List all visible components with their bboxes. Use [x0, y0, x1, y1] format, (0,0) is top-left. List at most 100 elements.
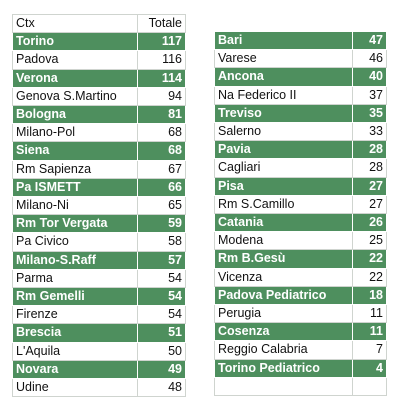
- table-row: Catania 26: [214, 213, 388, 233]
- cell-totale: 51: [136, 323, 187, 343]
- cell-totale: 27: [351, 194, 388, 215]
- table-row: Pa ISMETT 66: [12, 177, 187, 198]
- cell-totale: 114: [136, 68, 187, 88]
- table-row: Rm B.Gesù 22: [214, 249, 388, 269]
- table-row: Pa Civico 58: [12, 232, 187, 252]
- table-row: Vicenza 22: [214, 267, 388, 287]
- cell-empty: [214, 376, 353, 397]
- cell-ctx: Pavia: [214, 140, 353, 160]
- cell-ctx: Milano-S.Raff: [12, 250, 138, 270]
- cell-ctx: Parma: [12, 268, 138, 289]
- table-row: Padova Pediatrico 18: [214, 285, 388, 306]
- table-row: Pavia 28: [214, 140, 388, 160]
- cell-ctx: Pa Civico: [12, 232, 138, 252]
- cell-totale: 46: [351, 49, 388, 69]
- cell-ctx: Rm S.Camillo: [214, 194, 353, 215]
- cell-ctx: Bari: [214, 30, 353, 51]
- cell-totale: 54: [136, 287, 187, 307]
- header-ctx: Ctx: [12, 13, 138, 34]
- table-row: Ancona 40: [214, 67, 388, 87]
- table-row: Verona 114: [12, 68, 187, 88]
- cell-ctx: Torino: [12, 32, 138, 52]
- cell-ctx: Ancona: [214, 67, 353, 87]
- cell-totale: 66: [136, 177, 187, 198]
- cell-ctx: Brescia: [12, 323, 138, 343]
- cell-ctx: Perugia: [214, 304, 353, 324]
- cell-ctx: Siena: [12, 141, 138, 161]
- cell-totale: 22: [351, 249, 388, 269]
- cell-ctx: Cosenza: [214, 322, 353, 342]
- table-row: Siena 68: [12, 141, 187, 161]
- cell-totale: 22: [351, 267, 388, 287]
- table-row: Pisa 27: [214, 176, 388, 196]
- cell-ctx: Rm Tor Vergata: [12, 214, 138, 234]
- cell-ctx: Verona: [12, 68, 138, 88]
- cell-totale: 48: [136, 378, 187, 398]
- table-row: Firenze 54: [12, 305, 187, 325]
- table-row: Torino 117: [12, 32, 187, 52]
- cell-totale: 68: [136, 141, 187, 161]
- table-row: Rm Tor Vergata 59: [12, 214, 187, 234]
- table-row: Reggio Calabria 7: [214, 340, 388, 360]
- cell-totale: 54: [136, 305, 187, 325]
- cell-ctx: Varese: [214, 49, 353, 69]
- cell-ctx: Modena: [214, 231, 353, 251]
- cell-ctx: Novara: [12, 359, 138, 380]
- cell-totale: 33: [351, 122, 388, 142]
- table-row: Perugia 11: [214, 304, 388, 324]
- table-row: Varese 46: [214, 49, 388, 69]
- cell-totale: 37: [351, 85, 388, 105]
- table-body-left: Torino 117 Padova 116 Verona 114 Genova S.Mart…: [12, 32, 187, 398]
- header-totale: Totale: [136, 13, 187, 34]
- cell-ctx: Rm B.Gesù: [214, 249, 353, 269]
- cell-totale: 49: [136, 359, 187, 380]
- cell-totale: 7: [351, 340, 388, 360]
- cell-totale: 11: [351, 322, 388, 342]
- table-row: Cagliari 28: [214, 158, 388, 178]
- table-row: Parma 54: [12, 268, 187, 289]
- cell-ctx: Vicenza: [214, 267, 353, 287]
- table-row: Rm S.Camillo 27: [214, 194, 388, 215]
- cell-totale: 116: [136, 50, 187, 70]
- table-row: Cosenza 11: [214, 322, 388, 342]
- cell-ctx: Na Federico II: [214, 85, 353, 105]
- cell-totale: 57: [136, 250, 187, 270]
- data-table-left: Ctx Totale Torino 117 Padova 116 Verona 114 Ge…: [12, 13, 187, 398]
- cell-ctx: Catania: [214, 213, 353, 233]
- cell-totale: 50: [136, 341, 187, 361]
- cell-totale: 26: [351, 213, 388, 233]
- cell-totale: 59: [136, 214, 187, 234]
- cell-totale: 28: [351, 158, 388, 178]
- table-body-right: Bari 47 Varese 46 Ancona 40 Na Federico II 37 Tr…: [214, 30, 388, 397]
- cell-totale: 65: [136, 196, 187, 216]
- cell-ctx: Udine: [12, 378, 138, 398]
- cell-ctx: Bologna: [12, 105, 138, 125]
- cell-ctx: Salerno: [214, 122, 353, 142]
- cell-ctx: Pisa: [214, 176, 353, 196]
- cell-totale: 68: [136, 123, 187, 143]
- table-row: Padova 116: [12, 50, 187, 70]
- cell-ctx: Firenze: [12, 305, 138, 325]
- cell-ctx: Milano-Pol: [12, 123, 138, 143]
- cell-totale: 11: [351, 304, 388, 324]
- table-row: Rm Sapienza 67: [12, 159, 187, 179]
- table-row: Milano-Pol 68: [12, 123, 187, 143]
- cell-totale: 35: [351, 103, 388, 124]
- table-row: Torino Pediatrico 4: [214, 358, 388, 378]
- table-row-empty: [214, 376, 388, 397]
- cell-empty: [351, 376, 388, 397]
- cell-ctx: Pa ISMETT: [12, 177, 138, 198]
- cell-ctx: L'Aquila: [12, 341, 138, 361]
- cell-totale: 4: [351, 358, 388, 378]
- cell-ctx: Torino Pediatrico: [214, 358, 353, 378]
- table-row: Genova S.Martino 94: [12, 86, 187, 107]
- table-row: Milano-S.Raff 57: [12, 250, 187, 270]
- cell-ctx: Genova S.Martino: [12, 86, 138, 107]
- table-header-row: Ctx Totale: [12, 13, 187, 34]
- table-row: Modena 25: [214, 231, 388, 251]
- cell-ctx: Rm Sapienza: [12, 159, 138, 179]
- cell-totale: 40: [351, 67, 388, 87]
- cell-totale: 25: [351, 231, 388, 251]
- cell-totale: 94: [136, 86, 187, 107]
- cell-ctx: Treviso: [214, 103, 353, 124]
